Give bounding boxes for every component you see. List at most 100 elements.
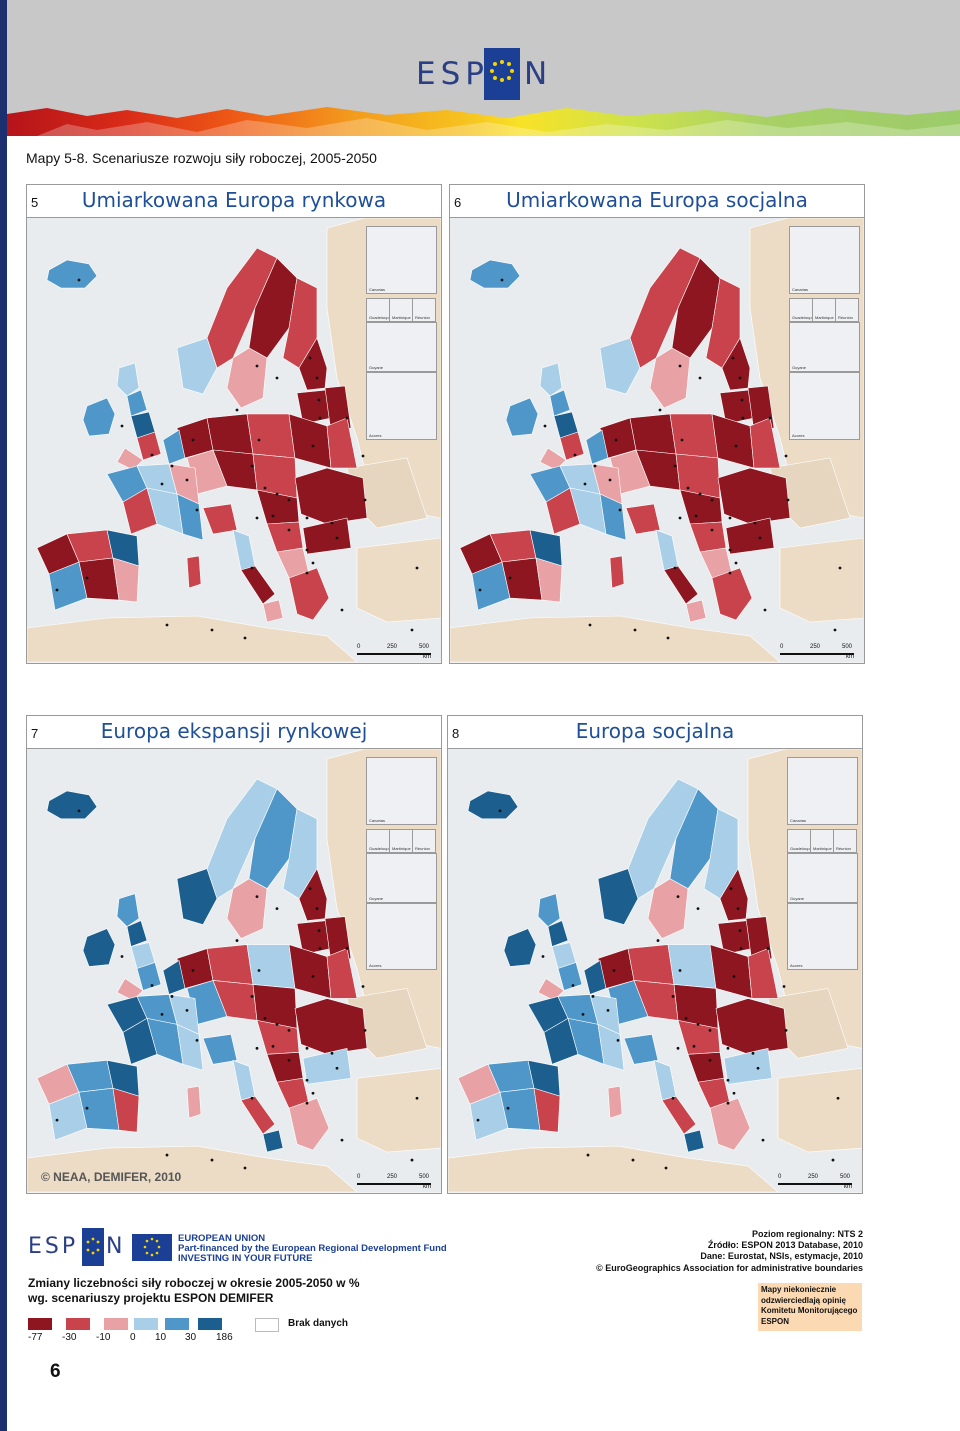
scale-line: [778, 1183, 852, 1185]
page-number: 6: [50, 1361, 61, 1382]
legend-title-line-2: wg. scenariuszy projektu ESPON DEMIFER: [28, 1291, 274, 1305]
inset-map: Guyane: [789, 322, 860, 372]
left-side-bar: [0, 0, 7, 1431]
panel-title: Umiarkowana Europa rynkowa: [81, 188, 387, 212]
inset-map: Martinique: [812, 298, 836, 322]
scale-line: [780, 653, 854, 655]
panel-header: 8 Europa socjalna: [448, 716, 862, 749]
scenario-map: Canarias Guadeloupe Martinique Réunion Guyan…: [27, 218, 441, 662]
scale-tick: 500: [419, 644, 430, 650]
inset-map: Acores: [789, 372, 860, 440]
scale-unit: km: [844, 1184, 852, 1190]
scale-tick: 500: [840, 1174, 851, 1180]
inset-label: Martinique: [813, 845, 832, 851]
inset-label: Réunion: [415, 315, 430, 320]
source-line-2: Źródło: ESPON 2013 Database, 2010: [707, 1240, 863, 1251]
legend-tick-label: 10: [155, 1332, 167, 1343]
inset-label: Acores: [369, 433, 382, 438]
inset-label: Guadeloupe: [369, 845, 391, 851]
source-line-3: Dane: Eurostat, NSIs, estymacje, 2010: [700, 1251, 863, 1262]
legend-title-line-1: Zmiany liczebności siły roboczej w okres…: [28, 1276, 360, 1290]
source-line-1: Poziom regionalny: NTS 2: [751, 1229, 863, 1239]
inset-map: Réunion: [835, 298, 859, 322]
panel-number: 7: [31, 726, 39, 741]
inset-map: Martinique: [810, 828, 834, 853]
espon-logo-text-right: N: [524, 56, 553, 92]
inset-map: Guyane: [787, 852, 858, 903]
legend-swatch: [198, 1318, 222, 1330]
header-map-texture: [7, 104, 960, 136]
legend-no-data-swatch: [255, 1318, 279, 1332]
scenario-map: Canarias Guadeloupe Martinique Réunion Guyan…: [450, 218, 864, 662]
panel-title: Europa socjalna: [575, 719, 735, 743]
panel-title: Europa ekspansji rynkowej: [100, 719, 368, 743]
source-notes: Poziom regionalny: NTS 2 Źródło: ESPON 2…: [596, 1229, 863, 1274]
panel-header: 7 Europa ekspansji rynkowej: [27, 716, 441, 749]
scale-tick: 0: [778, 1174, 782, 1180]
inset-map: Guyane: [366, 322, 437, 372]
scale-tick: 250: [387, 1174, 398, 1180]
panel-number: 5: [31, 195, 39, 210]
panel-title: Umiarkowana Europa socjalna: [506, 188, 808, 212]
scenario-map: Canarias Guadeloupe Martinique Réunion Guyan…: [27, 749, 441, 1192]
inset-label: Acores: [792, 433, 805, 438]
figure-caption: Mapy 5-8. Scenariusze rozwoju siły roboc…: [26, 150, 377, 166]
inset-label: Réunion: [415, 845, 430, 851]
scale-line: [357, 1183, 431, 1185]
inset-label: Guyane: [369, 895, 384, 901]
source-line-4: © EuroGeographics Association for admini…: [596, 1262, 863, 1273]
header-band: [7, 0, 960, 104]
scale-bar: 0 250 500 km: [357, 1174, 437, 1190]
inset-map: Réunion: [412, 298, 436, 322]
scale-line: [357, 653, 431, 655]
inset-label: Guadeloupe: [790, 845, 812, 851]
inset-map: Acores: [787, 902, 858, 971]
eu-line-3: INVESTING IN YOUR FUTURE: [178, 1253, 313, 1264]
espon-eu-flag-icon: [484, 48, 520, 100]
panel-number: 8: [452, 726, 460, 741]
panel-header: 6 Umiarkowana Europa socjalna: [450, 185, 864, 218]
inset-label: Martinique: [392, 315, 411, 320]
legend-tick-label: -77: [28, 1332, 43, 1343]
legend-swatch: [28, 1318, 52, 1330]
espon-logo-small: ESP N: [28, 1228, 122, 1268]
scale-unit: km: [423, 1184, 431, 1190]
inset-map: Acores: [366, 372, 437, 440]
eu-line-2: Part-financed by the European Regional D…: [178, 1243, 447, 1254]
scale-tick: 250: [810, 644, 821, 650]
legend-swatch: [104, 1318, 128, 1330]
scale-tick: 250: [808, 1174, 819, 1180]
legend-tick-label: 30: [185, 1332, 197, 1343]
inset-label: Réunion: [838, 315, 853, 320]
inset-map: Guadeloupe: [366, 828, 391, 853]
scale-tick: 0: [357, 1174, 361, 1180]
inset-map: Acores: [366, 902, 437, 971]
inset-map: Réunion: [833, 828, 857, 853]
espon-small-text-left: ESP: [28, 1234, 79, 1259]
inset-label: Réunion: [836, 845, 851, 851]
scale-bar: 0 250 500 km: [780, 644, 860, 660]
inset-label: Guadeloupe: [792, 315, 814, 320]
scale-tick: 0: [780, 644, 784, 650]
eu-line-1: EUROPEAN UNION: [178, 1233, 266, 1244]
inset-map: Martinique: [389, 298, 413, 322]
map-panel-5: 5 Umiarkowana Europa rynkowa Canarias Guade…: [26, 184, 442, 664]
scale-tick: 500: [419, 1174, 430, 1180]
inset-label: Guyane: [792, 365, 807, 370]
eu-flag-icon: [132, 1234, 172, 1261]
scenario-map: Canarias Guadeloupe Martinique Réunion Guyan…: [448, 749, 862, 1192]
disclaimer-box: Mapy niekoniecznie odzwierciedlają opini…: [758, 1283, 862, 1331]
inset-label: Canarias: [792, 287, 809, 292]
inset-map: Canarias: [789, 226, 860, 294]
scale-tick: 0: [357, 644, 361, 650]
legend-title: Zmiany liczebności siły roboczej w okres…: [28, 1276, 359, 1306]
inset-map: Martinique: [389, 828, 413, 853]
scale-unit: km: [423, 654, 431, 660]
inset-label: Guadeloupe: [369, 315, 391, 320]
inset-map: Canarias: [366, 756, 437, 825]
map-panel-7: 7 Europa ekspansji rynkowej Canarias Guadel…: [26, 715, 442, 1194]
espon-logo: ESP N: [414, 48, 554, 100]
inset-map: Guadeloupe: [789, 298, 814, 322]
inset-label: Canarias: [369, 287, 386, 292]
europe-map-svg: [448, 749, 862, 1192]
